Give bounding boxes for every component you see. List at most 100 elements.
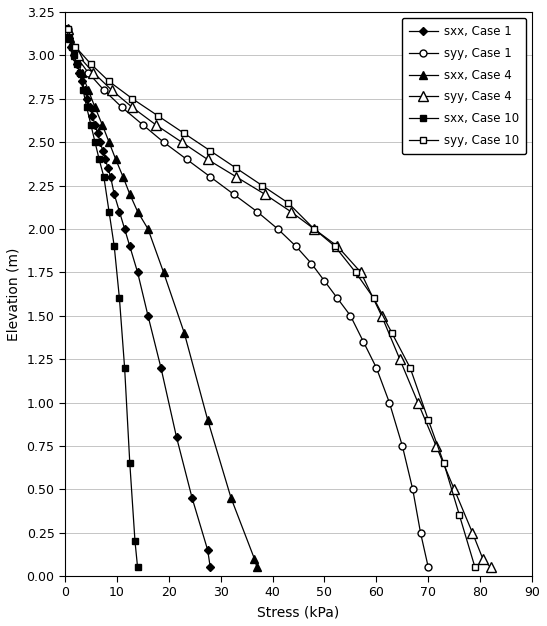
sxx, Case 4 bbox=[205, 416, 211, 424]
sxx, Case 1 bbox=[82, 86, 88, 94]
Y-axis label: Elevation (m): Elevation (m) bbox=[7, 247, 21, 341]
syy, Case 4 bbox=[451, 486, 457, 493]
syy, Case 10 bbox=[425, 416, 432, 424]
sxx, Case 10 bbox=[111, 242, 118, 250]
syy, Case 10 bbox=[155, 112, 162, 120]
sxx, Case 4 bbox=[85, 86, 91, 94]
syy, Case 10 bbox=[456, 511, 463, 519]
syy, Case 10 bbox=[407, 364, 414, 372]
syy, Case 4 bbox=[469, 529, 476, 536]
syy, Case 10 bbox=[88, 60, 94, 68]
syy, Case 4 bbox=[433, 442, 439, 449]
sxx, Case 10 bbox=[92, 138, 98, 146]
sxx, Case 1 bbox=[107, 173, 114, 181]
sxx, Case 4 bbox=[181, 329, 188, 337]
sxx, Case 4 bbox=[251, 555, 258, 563]
sxx, Case 1 bbox=[89, 112, 96, 120]
sxx, Case 4 bbox=[160, 269, 167, 276]
syy, Case 10 bbox=[331, 242, 338, 250]
syy, Case 10 bbox=[370, 295, 377, 302]
syy, Case 4 bbox=[487, 563, 494, 571]
sxx, Case 10 bbox=[135, 563, 141, 571]
sxx, Case 1 bbox=[102, 156, 109, 163]
syy, Case 1 bbox=[308, 260, 315, 267]
sxx, Case 4 bbox=[228, 494, 234, 501]
sxx, Case 1 bbox=[76, 69, 83, 76]
syy, Case 1 bbox=[410, 486, 416, 493]
sxx, Case 4 bbox=[67, 34, 73, 42]
sxx, Case 10 bbox=[88, 121, 94, 128]
sxx, Case 10 bbox=[121, 364, 128, 372]
syy, Case 1 bbox=[207, 173, 213, 181]
sxx, Case 10 bbox=[66, 34, 72, 42]
syy, Case 10 bbox=[233, 165, 240, 172]
Legend: sxx, Case 1, syy, Case 1, sxx, Case 4, syy, Case 4, sxx, Case 10, syy, Case 10: sxx, Case 1, syy, Case 1, sxx, Case 4, s… bbox=[401, 18, 526, 154]
syy, Case 1 bbox=[230, 190, 237, 198]
syy, Case 1 bbox=[184, 156, 190, 163]
sxx, Case 4 bbox=[254, 563, 260, 571]
syy, Case 4 bbox=[415, 399, 421, 406]
syy, Case 1 bbox=[334, 295, 341, 302]
syy, Case 1 bbox=[425, 563, 432, 571]
syy, Case 4 bbox=[129, 104, 136, 111]
sxx, Case 1 bbox=[207, 563, 213, 571]
sxx, Case 1 bbox=[71, 51, 78, 59]
syy, Case 1 bbox=[386, 399, 393, 406]
sxx, Case 1 bbox=[65, 34, 72, 42]
sxx, Case 1 bbox=[104, 165, 111, 172]
sxx, Case 1 bbox=[121, 225, 128, 233]
syy, Case 1 bbox=[360, 338, 366, 346]
syy, Case 4 bbox=[480, 555, 486, 563]
syy, Case 10 bbox=[389, 329, 395, 337]
syy, Case 4 bbox=[358, 269, 364, 276]
sxx, Case 4 bbox=[120, 173, 126, 181]
syy, Case 1 bbox=[399, 442, 406, 449]
X-axis label: Stress (kPa): Stress (kPa) bbox=[258, 605, 340, 619]
sxx, Case 10 bbox=[96, 156, 102, 163]
sxx, Case 1 bbox=[86, 104, 93, 111]
Line: syy, Case 4: syy, Case 4 bbox=[63, 24, 496, 572]
syy, Case 4 bbox=[108, 86, 115, 94]
syy, Case 10 bbox=[285, 199, 292, 207]
syy, Case 10 bbox=[352, 269, 359, 276]
syy, Case 10 bbox=[72, 43, 79, 51]
sxx, Case 4 bbox=[72, 51, 79, 59]
sxx, Case 1 bbox=[173, 433, 180, 441]
sxx, Case 4 bbox=[92, 104, 98, 111]
Line: sxx, Case 10: sxx, Case 10 bbox=[63, 26, 141, 571]
sxx, Case 4 bbox=[64, 26, 71, 33]
sxx, Case 1 bbox=[97, 138, 103, 146]
sxx, Case 4 bbox=[145, 225, 152, 233]
sxx, Case 1 bbox=[111, 190, 118, 198]
syy, Case 1 bbox=[417, 529, 424, 536]
sxx, Case 10 bbox=[68, 43, 75, 51]
syy, Case 10 bbox=[440, 459, 447, 467]
sxx, Case 10 bbox=[132, 538, 138, 545]
sxx, Case 10 bbox=[63, 26, 70, 33]
syy, Case 4 bbox=[74, 51, 81, 59]
sxx, Case 10 bbox=[77, 69, 83, 76]
syy, Case 1 bbox=[293, 242, 299, 250]
sxx, Case 4 bbox=[135, 208, 141, 215]
sxx, Case 1 bbox=[74, 60, 80, 68]
syy, Case 1 bbox=[139, 121, 146, 128]
sxx, Case 10 bbox=[84, 104, 90, 111]
sxx, Case 1 bbox=[126, 242, 133, 250]
sxx, Case 4 bbox=[106, 138, 112, 146]
sxx, Case 10 bbox=[74, 60, 80, 68]
syy, Case 10 bbox=[181, 130, 188, 137]
sxx, Case 1 bbox=[145, 312, 152, 319]
Line: sxx, Case 4: sxx, Case 4 bbox=[63, 25, 261, 572]
sxx, Case 1 bbox=[92, 121, 98, 128]
syy, Case 1 bbox=[160, 138, 167, 146]
syy, Case 10 bbox=[472, 563, 478, 571]
syy, Case 1 bbox=[373, 364, 380, 372]
syy, Case 4 bbox=[64, 26, 71, 33]
syy, Case 1 bbox=[64, 26, 71, 33]
sxx, Case 4 bbox=[113, 156, 119, 163]
sxx, Case 10 bbox=[116, 295, 123, 302]
sxx, Case 1 bbox=[79, 78, 85, 85]
syy, Case 10 bbox=[311, 225, 317, 233]
syy, Case 4 bbox=[397, 356, 403, 363]
syy, Case 4 bbox=[153, 121, 159, 128]
